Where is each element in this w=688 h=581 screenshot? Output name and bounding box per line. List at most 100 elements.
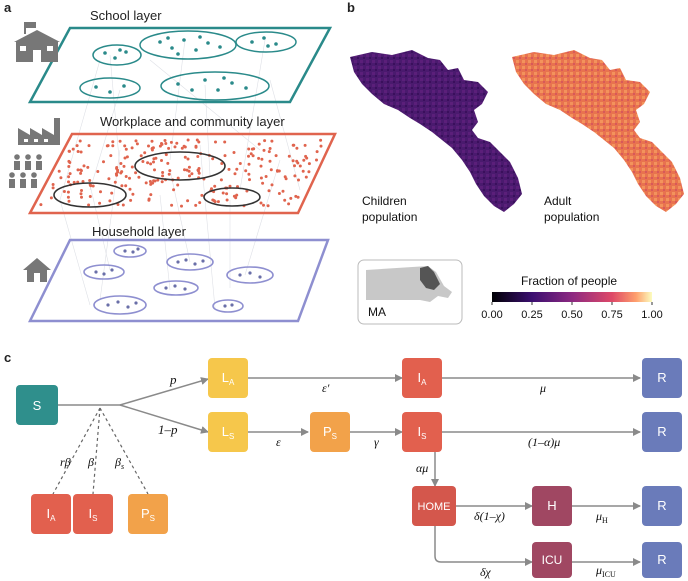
workplace-node — [67, 199, 71, 203]
rate-gamma: γ — [374, 435, 379, 449]
workplace-node — [152, 160, 155, 164]
rate-p: p — [169, 372, 177, 387]
workplace-node — [211, 157, 215, 161]
workplace-node — [161, 171, 165, 174]
workplace-node — [80, 189, 83, 192]
workplace-node — [51, 183, 55, 186]
node-ls — [208, 412, 248, 452]
workplace-node — [124, 184, 128, 188]
workplace-node — [267, 189, 271, 193]
colorbar-title: Fraction of people — [521, 274, 617, 288]
workplace-node — [62, 190, 66, 193]
workplace-node — [293, 164, 296, 168]
node-bottom-is-sub: S — [92, 514, 97, 523]
workplace-node — [250, 147, 254, 151]
workplace-node — [124, 147, 128, 151]
workplace-node — [156, 178, 160, 182]
node-la-label: LA — [222, 370, 235, 387]
workplace-node — [170, 203, 174, 207]
node-bottom-ia — [31, 494, 71, 534]
workplace-node — [111, 144, 115, 148]
workplace-node — [260, 157, 264, 161]
rate-delta-one-minus-chi: δ(1–χ) — [474, 509, 505, 523]
workplace-node — [68, 172, 72, 176]
workplace-node — [304, 154, 308, 158]
workplace-node — [120, 170, 124, 174]
workplace-node — [274, 154, 278, 158]
node-ps-main: P — [323, 424, 332, 439]
workplace-node — [167, 172, 171, 176]
rate-one-minus-alpha-mu: (1–α)μ — [528, 435, 560, 449]
node-bottom-is-main: I — [89, 506, 93, 521]
workplace-node — [49, 196, 53, 200]
workplace-node — [196, 155, 200, 158]
workplace-node — [259, 164, 263, 168]
workplace-node — [137, 175, 141, 179]
workplace-node — [91, 184, 95, 188]
node-bottom-ia-sub: A — [50, 514, 56, 523]
household-nodes — [94, 247, 262, 309]
interlayer-links — [59, 39, 301, 309]
workplace-node — [291, 159, 295, 163]
workplace-node — [147, 144, 150, 148]
node-r2 — [642, 412, 682, 452]
workplace-node — [51, 186, 55, 190]
workplace-node — [197, 171, 201, 175]
workplace-node — [167, 146, 171, 150]
panel-c-label: c — [4, 350, 11, 365]
workplace-node — [307, 170, 311, 174]
workplace-node — [160, 142, 163, 145]
node-la-sub: A — [229, 378, 235, 387]
workplace-node — [270, 183, 274, 187]
workplace-node — [284, 177, 288, 181]
workplace-node — [160, 180, 164, 184]
node-is-sub: S — [421, 432, 426, 441]
workplace-node — [281, 189, 285, 193]
workplace-node — [113, 180, 117, 184]
workplace-node — [110, 191, 114, 195]
node-is-label: IS — [418, 424, 427, 441]
household-layer-title: Household layer — [92, 224, 187, 239]
workplace-node — [211, 198, 215, 202]
node-ia-main: I — [418, 370, 422, 385]
workplace-node — [190, 172, 194, 176]
workplace-node — [147, 197, 151, 201]
workplace-node — [319, 144, 323, 148]
node-r1 — [642, 358, 682, 398]
workplace-node — [196, 168, 200, 172]
workplace-node — [315, 150, 319, 154]
node-r4-label: R — [657, 552, 666, 567]
workplace-node — [87, 144, 91, 148]
workplace-node — [139, 154, 143, 158]
workplace-node — [166, 161, 170, 165]
workplace-node — [161, 174, 165, 178]
workplace-node — [277, 192, 281, 195]
node-ps-label: PS — [323, 424, 337, 441]
node-s — [16, 385, 58, 425]
workplace-node — [221, 191, 225, 195]
node-ls-main: L — [222, 424, 229, 439]
node-home-label: HOME — [418, 501, 451, 513]
workplace-node — [176, 176, 180, 180]
workplace-node — [233, 172, 237, 176]
rate-beta: β — [87, 455, 94, 469]
workplace-node — [129, 198, 133, 202]
node-r2-label: R — [657, 424, 666, 439]
workplace-node — [223, 140, 227, 144]
workplace-node — [295, 146, 299, 150]
workplace-node — [225, 198, 229, 202]
workplace-node — [220, 162, 224, 165]
workplace-node — [87, 203, 91, 207]
rate-beta-s-main: β — [114, 455, 121, 469]
workplace-node — [296, 195, 300, 199]
workplace-node — [150, 147, 154, 151]
workplace-node — [187, 165, 191, 169]
adult-label-line1: Adult — [544, 194, 572, 208]
node-ia-label: IA — [418, 370, 428, 387]
workplace-node — [88, 183, 92, 187]
workplace-node — [164, 153, 168, 157]
node-bottom-ps-sub: S — [150, 514, 155, 523]
workplace-node — [297, 178, 300, 182]
workplace-node — [149, 162, 153, 166]
